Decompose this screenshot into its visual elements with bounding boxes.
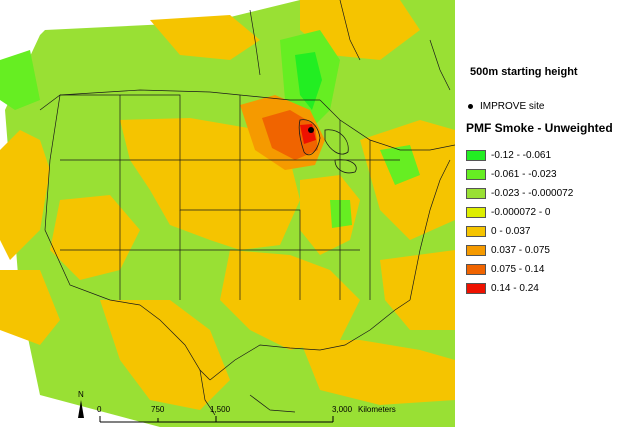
legend-class-label: -0.12 - -0.061 — [491, 150, 552, 161]
legend-class-7: 0.14 - 0.24 — [466, 279, 573, 298]
improve-site-marker — [308, 127, 314, 133]
legend-class-label: 0.075 - 0.14 — [491, 264, 545, 275]
site-dot-icon — [468, 103, 473, 109]
negative-regions — [0, 30, 420, 228]
legend-class-0: -0.12 - -0.061 — [466, 146, 573, 165]
legend-swatch — [466, 264, 486, 275]
great-lakes — [298, 119, 357, 174]
legend-class-3: -0.000072 - 0 — [466, 203, 573, 222]
boundary-lines — [39, 0, 455, 416]
legend-swatch — [466, 226, 486, 237]
legend-class-label: -0.000072 - 0 — [491, 207, 551, 218]
site-label: IMPROVE site — [480, 101, 545, 112]
legend-class-4: 0 - 0.037 — [466, 222, 573, 241]
legend-swatch — [466, 188, 486, 199]
legend-swatch — [466, 150, 486, 161]
legend-class-label: 0 - 0.037 — [491, 226, 531, 237]
legend-class-label: 0.037 - 0.075 — [491, 245, 550, 256]
scale-tick-0: 0 — [97, 405, 102, 414]
legend-class-label: -0.023 - -0.000072 — [491, 188, 574, 199]
legend-swatch — [466, 207, 486, 218]
orange-regions — [0, 0, 455, 410]
north-label: N — [78, 390, 84, 399]
legend-classes: -0.12 - -0.061 -0.061 - -0.023 -0.023 - -0… — [466, 146, 573, 298]
scale-tick-1500: 1,500 — [210, 405, 231, 414]
legend-class-5: 0.037 - 0.075 — [466, 241, 573, 260]
scale-tick-750: 750 — [151, 405, 165, 414]
legend-class-2: -0.023 - -0.000072 — [466, 184, 573, 203]
scale-unit: Kilometers — [358, 405, 396, 414]
map-canvas: N 0 750 1,500 3,000 Kilometers — [0, 0, 455, 427]
legend-swatch — [466, 245, 486, 256]
scale-tick-3000: 3,000 — [332, 405, 353, 414]
legend-site-row: IMPROVE site — [468, 101, 544, 112]
legend-class-label: -0.061 - -0.023 — [491, 169, 557, 180]
legend-class-label: 0.14 - 0.24 — [491, 283, 539, 294]
legend-heading: 500m starting height — [470, 66, 578, 78]
legend-swatch — [466, 283, 486, 294]
scale-bar: 0 750 1,500 3,000 Kilometers — [97, 405, 396, 423]
legend-title: PMF Smoke - Unweighted — [466, 121, 613, 135]
legend-class-1: -0.061 - -0.023 — [466, 165, 573, 184]
north-arrow: N — [78, 390, 84, 418]
legend-class-6: 0.075 - 0.14 — [466, 260, 573, 279]
legend-swatch — [466, 169, 486, 180]
